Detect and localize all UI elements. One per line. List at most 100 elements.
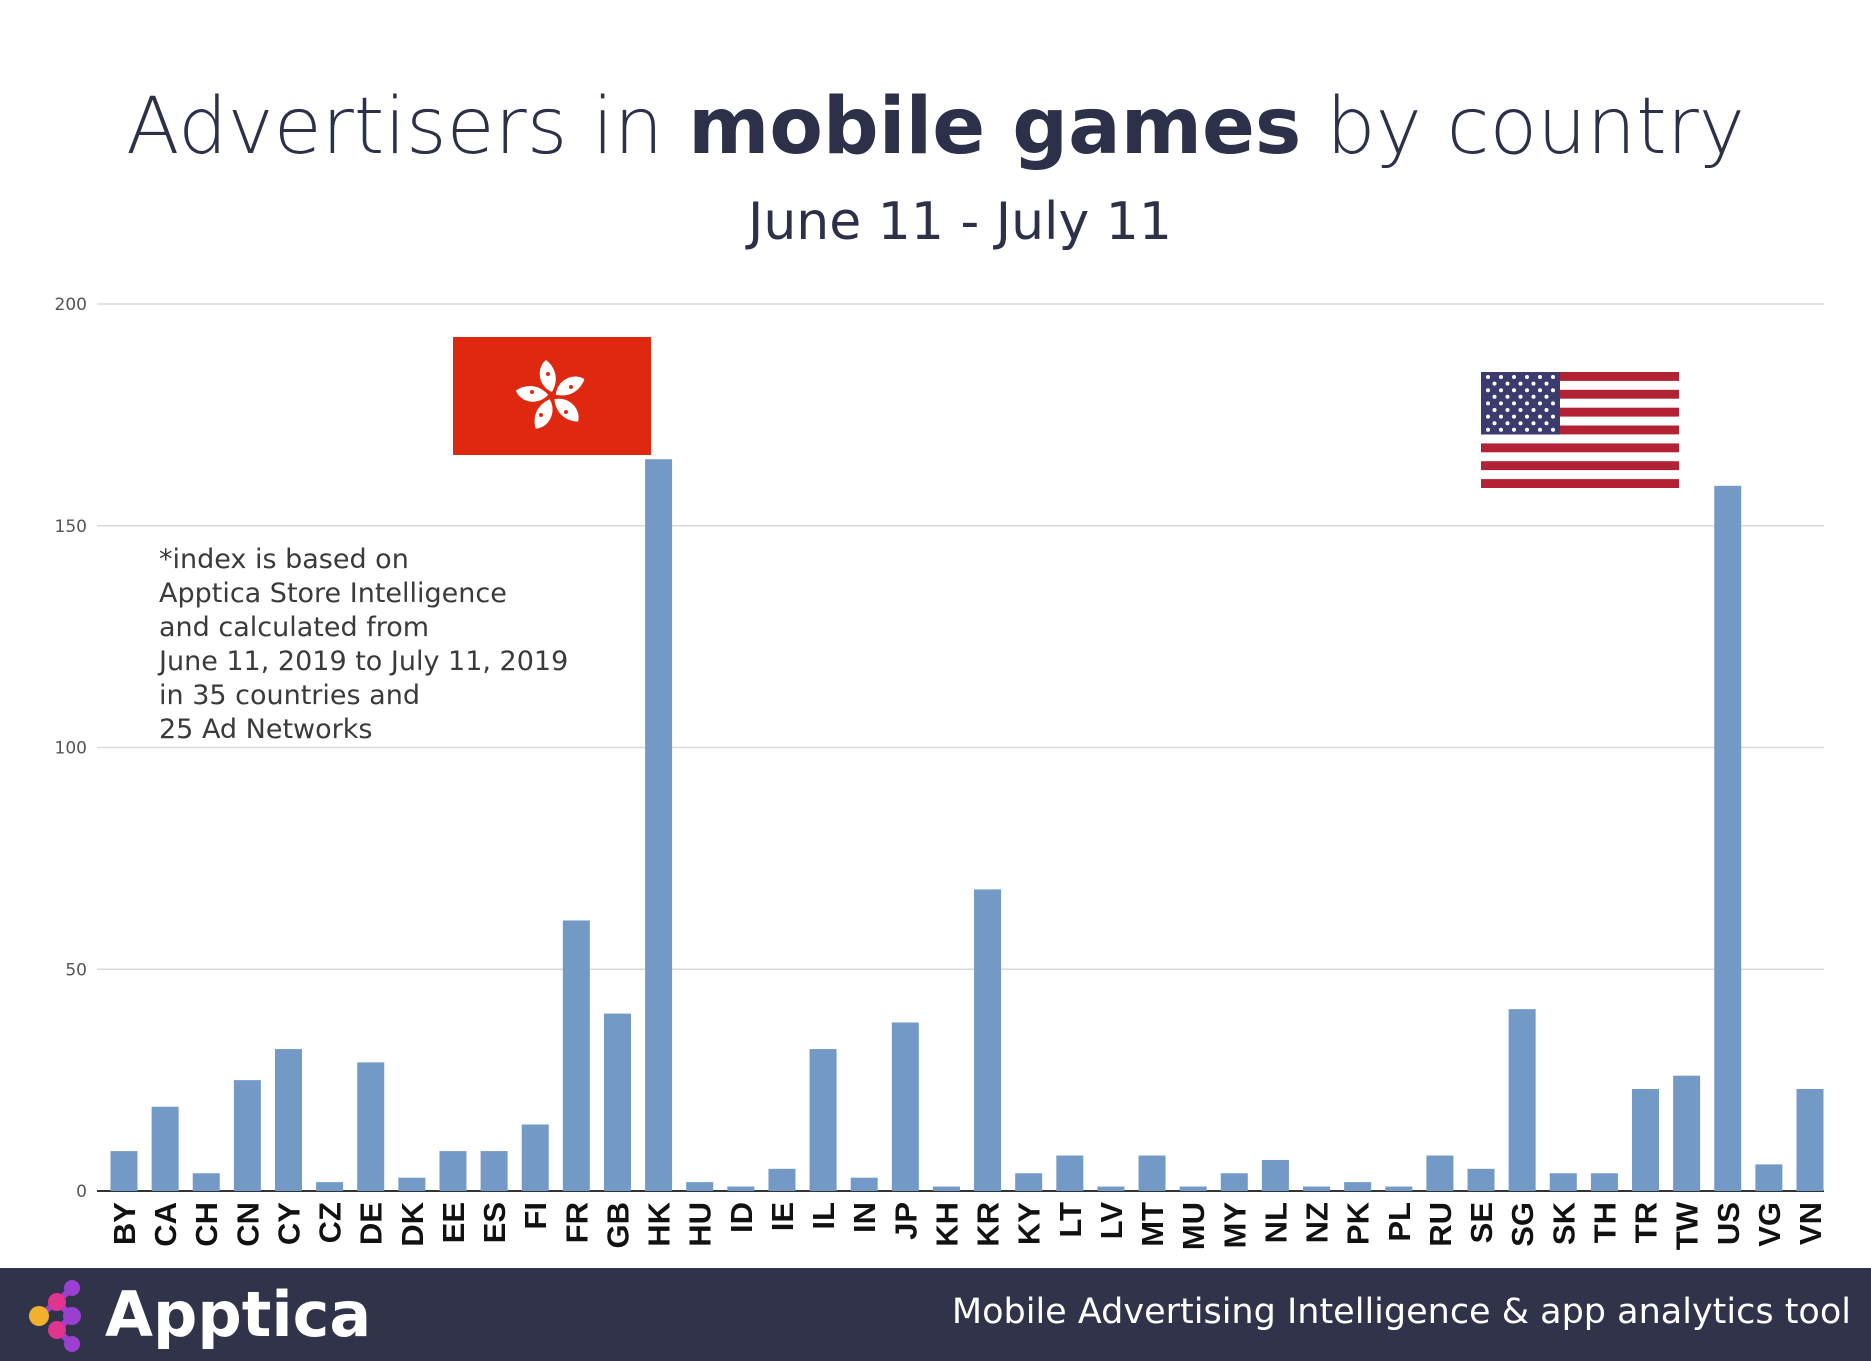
x-tick-label: ES <box>477 1202 512 1243</box>
x-tick-label: SK <box>1546 1201 1581 1245</box>
x-tick-label: ID <box>724 1202 759 1233</box>
x-tick-label: MY <box>1217 1202 1252 1249</box>
note-line: *index is based on <box>159 544 409 575</box>
bar-ru <box>1426 1155 1454 1191</box>
note-line: Apptica Store Intelligence <box>159 578 507 609</box>
us-flag <box>1481 372 1679 488</box>
x-tick-label: PL <box>1382 1202 1417 1242</box>
x-tick-label: CA <box>148 1202 183 1247</box>
bar-tw <box>1673 1075 1701 1191</box>
bar-vn <box>1796 1088 1824 1191</box>
y-tick-label: 50 <box>65 960 87 980</box>
bar-nz <box>1303 1186 1331 1191</box>
bar-mt <box>1138 1155 1166 1191</box>
x-tick-label: MT <box>1135 1202 1170 1247</box>
bar-lv <box>1097 1186 1125 1191</box>
y-tick-label: 100 <box>55 739 87 759</box>
x-tick-label: KY <box>1012 1202 1047 1245</box>
bar-ee <box>439 1151 467 1191</box>
chart-title: Advertisers in mobile games by country <box>0 82 1871 172</box>
bar-il <box>809 1049 837 1191</box>
bar-hu <box>686 1182 714 1191</box>
x-tick-label: DK <box>395 1201 430 1246</box>
x-tick-label: CN <box>230 1202 265 1247</box>
bar-ch <box>192 1173 220 1191</box>
bar-mu <box>1179 1186 1207 1191</box>
bar-ca <box>151 1106 179 1191</box>
note-line: 25 Ad Networks <box>159 714 373 745</box>
note-line: in 35 countries and <box>159 680 420 711</box>
apptica-logo-icon <box>29 1280 81 1352</box>
footer-bar: Apptica Mobile Advertising Intelligence … <box>0 1268 1871 1361</box>
x-tick-label: CY <box>271 1202 306 1245</box>
bar-us <box>1714 485 1742 1192</box>
x-tick-label: PK <box>1341 1201 1376 1245</box>
x-tick-label: IN <box>847 1202 882 1233</box>
bar-es <box>480 1151 508 1191</box>
bar-fi <box>521 1124 549 1191</box>
bar-id <box>727 1186 755 1191</box>
hong-kong-flag <box>453 337 651 455</box>
x-tick-label: DE <box>354 1202 389 1245</box>
bar-by <box>110 1151 138 1191</box>
bar-ky <box>1015 1173 1043 1191</box>
x-tick-label: MU <box>1176 1202 1211 1250</box>
x-tick-label: FR <box>559 1202 594 1243</box>
x-tick-label: GB <box>600 1202 635 1249</box>
x-tick-label: NL <box>1258 1202 1293 1243</box>
bar-vg <box>1755 1164 1783 1191</box>
y-tick-label: 0 <box>76 1182 87 1202</box>
bar-kr <box>974 889 1002 1191</box>
x-tick-label: RU <box>1423 1202 1458 1247</box>
bar-cn <box>233 1080 261 1191</box>
bar-in <box>850 1177 878 1191</box>
x-tick-label: TH <box>1587 1202 1622 1243</box>
chart-subtitle: June 11 - July 11 <box>748 192 1172 252</box>
bar-th <box>1590 1173 1618 1191</box>
y-tick-label: 200 <box>55 295 87 315</box>
bar-sk <box>1549 1173 1577 1191</box>
bar-pl <box>1385 1186 1413 1191</box>
x-tick-label: HK <box>642 1201 677 1246</box>
bar-chart: 0 50 100 150 200 BY CA CH CN CY CZ DE DK EE ES FI FR GB HK… <box>55 295 1828 1250</box>
x-tick-label: SG <box>1505 1202 1540 1247</box>
x-tick-label: LV <box>1094 1202 1129 1240</box>
y-tick-label: 150 <box>55 517 87 537</box>
bar-cz <box>316 1182 344 1191</box>
bar-hk <box>645 459 673 1192</box>
bar-ie <box>768 1168 796 1191</box>
bar-dk <box>398 1177 426 1191</box>
x-tick-label: KH <box>929 1202 964 1247</box>
brand-name: Apptica <box>105 1278 372 1351</box>
bar-fr <box>562 920 590 1191</box>
note-line: June 11, 2019 to July 11, 2019 <box>159 646 569 677</box>
title-part-2: by country <box>1301 82 1745 172</box>
bar-tr <box>1632 1088 1660 1191</box>
x-tick-label: TW <box>1670 1201 1705 1250</box>
bar-kh <box>932 1186 960 1191</box>
bar-lt <box>1056 1155 1084 1191</box>
note-line: and calculated from <box>159 612 430 643</box>
x-tick-label: IL <box>806 1202 841 1230</box>
bar-pk <box>1344 1182 1372 1191</box>
x-tick-label: BY <box>107 1202 142 1245</box>
bar-cy <box>274 1049 302 1191</box>
bar-my <box>1220 1173 1248 1191</box>
bar-jp <box>891 1022 919 1191</box>
x-tick-label: TR <box>1629 1202 1664 1243</box>
x-tick-label: IE <box>765 1202 800 1231</box>
title-bold-part: mobile games <box>688 82 1302 172</box>
x-tick-label: VN <box>1793 1202 1828 1245</box>
x-tick-label: KR <box>971 1202 1006 1247</box>
footer-tagline: Mobile Advertising Intelligence & app an… <box>951 1292 1851 1332</box>
x-tick-label: HU <box>683 1202 718 1247</box>
title-part-1: Advertisers in <box>126 82 689 172</box>
x-tick-label: SE <box>1464 1202 1499 1243</box>
bar-de <box>357 1062 385 1191</box>
bar-nl <box>1261 1159 1289 1191</box>
x-tick-label: JP <box>888 1202 923 1240</box>
x-tick-label: LT <box>1053 1202 1088 1238</box>
index-note: *index is based on Apptica Store Intelli… <box>159 543 568 747</box>
x-tick-label: US <box>1711 1202 1746 1245</box>
x-tick-label: FI <box>518 1202 553 1230</box>
